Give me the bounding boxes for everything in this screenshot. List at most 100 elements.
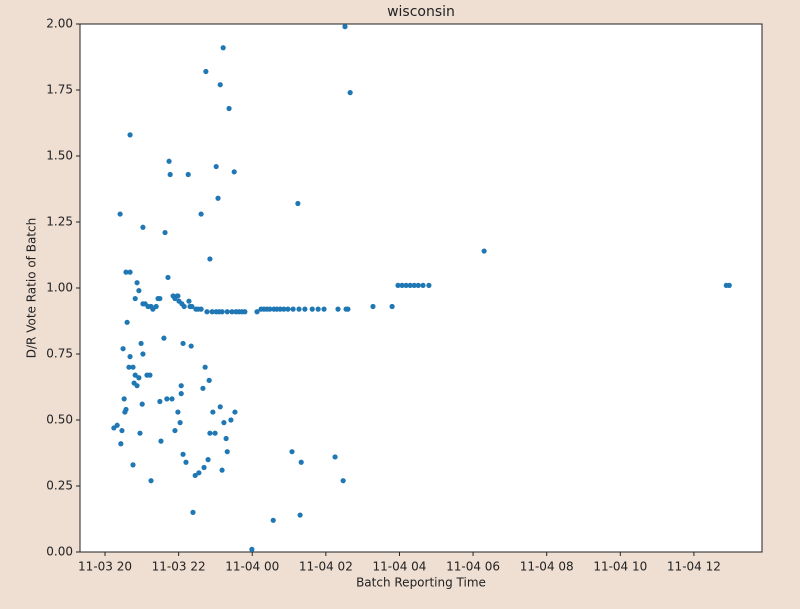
- point: [186, 298, 192, 304]
- point: [162, 229, 168, 236]
- point: [219, 309, 225, 315]
- point: [166, 158, 172, 164]
- point: [411, 282, 417, 288]
- point: [420, 282, 426, 288]
- point: [224, 449, 230, 455]
- point: [217, 404, 223, 410]
- point: [189, 303, 195, 310]
- point: [185, 171, 191, 178]
- point: [315, 306, 321, 312]
- point: [207, 256, 213, 262]
- x-tick-label: 11-04 08: [520, 560, 574, 574]
- point: [203, 68, 209, 75]
- point: [158, 438, 164, 444]
- point: [178, 383, 184, 389]
- point: [132, 295, 138, 302]
- point: [183, 459, 189, 465]
- point: [130, 364, 136, 370]
- y-axis-label: D/R Vote Ratio of Batch: [25, 218, 39, 358]
- y-tick-label: 2.00: [46, 17, 73, 31]
- point: [415, 282, 421, 288]
- x-axis-label: Batch Reporting Time: [356, 576, 486, 590]
- point: [232, 409, 238, 415]
- point: [395, 282, 401, 288]
- point: [221, 420, 227, 426]
- point: [127, 269, 133, 275]
- point: [254, 309, 260, 315]
- point: [321, 306, 327, 312]
- point: [118, 441, 124, 447]
- point: [212, 430, 218, 436]
- point: [403, 282, 409, 288]
- point: [161, 335, 167, 341]
- point: [127, 354, 133, 360]
- point: [178, 391, 184, 397]
- x-tick-label: 11-04 04: [372, 560, 426, 574]
- point: [169, 396, 175, 402]
- point: [399, 282, 405, 288]
- x-tick-label: 11-04 02: [299, 560, 353, 574]
- plot-area: [79, 23, 763, 553]
- point: [192, 472, 198, 479]
- point: [295, 200, 301, 207]
- point: [342, 24, 348, 30]
- point: [124, 319, 130, 325]
- point: [224, 309, 230, 315]
- point: [200, 385, 206, 391]
- point: [157, 398, 163, 405]
- point: [481, 248, 487, 254]
- point: [132, 372, 138, 378]
- x-tick-label: 11-04 06: [446, 560, 500, 574]
- point: [226, 105, 232, 112]
- point: [177, 420, 183, 426]
- point: [281, 306, 287, 312]
- point: [138, 340, 144, 347]
- y-tick-label: 0.00: [46, 545, 73, 559]
- point: [114, 422, 120, 428]
- point: [198, 211, 204, 217]
- point: [345, 306, 351, 312]
- point: [136, 375, 142, 381]
- point: [289, 449, 295, 455]
- point: [231, 169, 237, 175]
- point: [121, 396, 127, 402]
- point: [206, 377, 212, 383]
- point: [123, 269, 129, 275]
- point: [217, 82, 223, 88]
- point: [137, 430, 143, 436]
- point: [205, 457, 211, 463]
- y-tick-label: 1.00: [46, 281, 73, 295]
- point: [340, 478, 346, 484]
- point: [130, 462, 136, 468]
- x-tick-label: 11-04 10: [593, 560, 647, 574]
- point: [332, 454, 338, 460]
- point: [147, 372, 153, 378]
- point: [164, 396, 170, 402]
- point: [209, 309, 215, 315]
- point: [127, 132, 133, 138]
- point: [165, 274, 171, 281]
- point: [285, 306, 291, 312]
- point: [134, 280, 140, 286]
- point: [153, 303, 159, 310]
- point: [120, 346, 126, 352]
- point: [181, 303, 187, 310]
- point: [213, 163, 219, 170]
- point: [119, 427, 125, 434]
- point: [196, 470, 202, 476]
- point: [347, 90, 353, 96]
- point: [270, 517, 276, 523]
- point: [175, 293, 181, 299]
- point: [290, 306, 296, 312]
- point: [215, 195, 221, 201]
- point: [180, 451, 186, 457]
- point: [180, 340, 186, 347]
- point: [136, 288, 142, 294]
- point: [389, 303, 395, 310]
- point: [123, 406, 129, 413]
- point: [267, 306, 273, 312]
- point: [175, 409, 181, 415]
- point: [204, 309, 210, 315]
- point: [407, 282, 413, 288]
